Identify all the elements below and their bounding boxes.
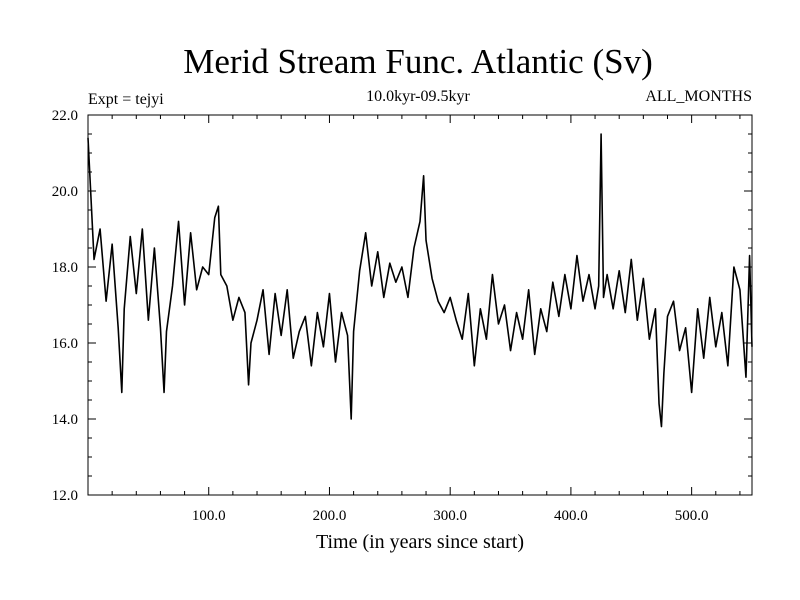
experiment-label: Expt = tejyi <box>88 91 164 108</box>
x-tick-label: 400.0 <box>554 508 588 524</box>
months-label: ALL_MONTHS <box>645 88 752 105</box>
y-axis-tick-labels: 12.0 14.0 16.0 18.0 20.0 22.0 <box>52 108 78 504</box>
series-line <box>87 133 753 428</box>
y-tick-label: 14.0 <box>52 412 78 428</box>
plot-frame <box>87 114 753 496</box>
x-axis-ticks <box>111 115 741 495</box>
x-tick-label: 500.0 <box>675 508 709 524</box>
x-axis-label: Time (in years since start) <box>316 531 524 553</box>
y-tick-label: 16.0 <box>52 336 78 352</box>
x-tick-label: 200.0 <box>313 508 347 524</box>
x-axis-tick-labels: 100.0 200.0 300.0 400.0 500.0 <box>192 508 709 524</box>
y-tick-label: 12.0 <box>52 488 78 504</box>
y-tick-label: 18.0 <box>52 260 78 276</box>
chart-title: Merid Stream Func. Atlantic (Sv) <box>183 42 653 81</box>
y-tick-label: 20.0 <box>52 184 78 200</box>
y-axis-ticks <box>88 114 752 496</box>
y-tick-label: 22.0 <box>52 108 78 124</box>
x-tick-label: 100.0 <box>192 508 226 524</box>
chart-subtitle: 10.0kyr-09.5kyr <box>366 88 470 105</box>
x-tick-label: 300.0 <box>433 508 467 524</box>
